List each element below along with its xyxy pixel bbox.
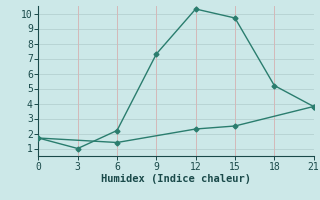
X-axis label: Humidex (Indice chaleur): Humidex (Indice chaleur) xyxy=(101,174,251,184)
